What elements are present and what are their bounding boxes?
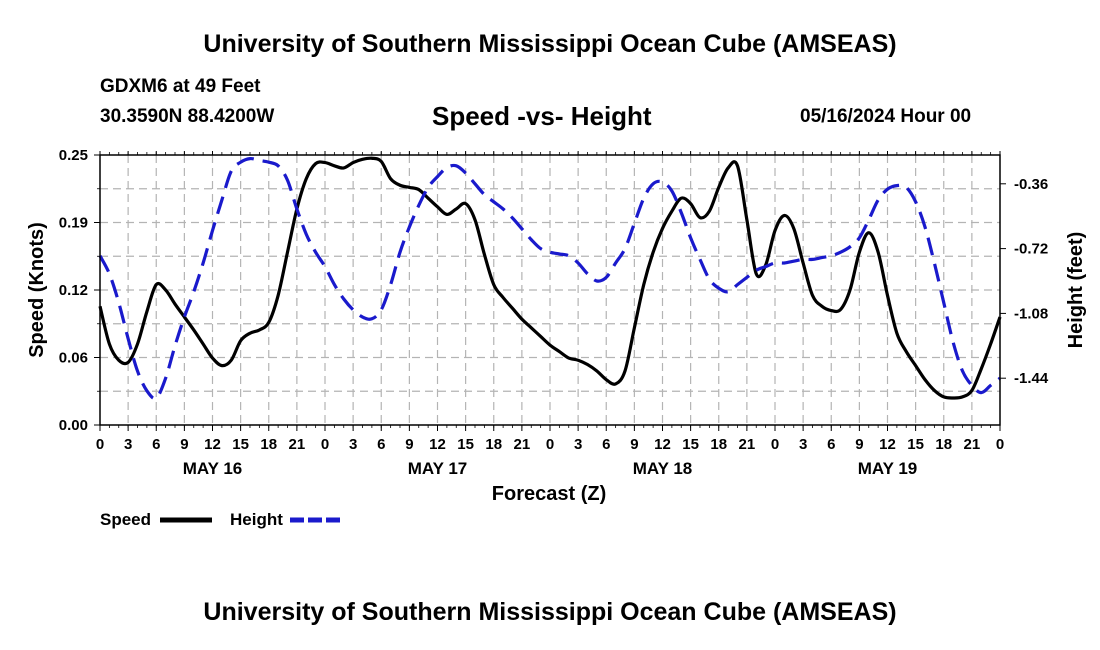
x-tick-label: 6	[152, 436, 160, 453]
x-tick-label: 21	[289, 436, 306, 453]
x-tick-label: 9	[405, 436, 413, 453]
x-tick-label: 6	[602, 436, 610, 453]
x-tick-label: 6	[827, 436, 835, 453]
legend-speed-label: Speed	[100, 510, 151, 529]
x-tick-label: 9	[855, 436, 863, 453]
y-tick-label: 0.12	[59, 282, 88, 299]
x-tick-label: 12	[204, 436, 221, 453]
y2-tick-label: -1.08	[1014, 305, 1048, 322]
x-tick-label: 3	[124, 436, 132, 453]
main-title: University of Southern Mississippi Ocean…	[203, 30, 897, 58]
x-tick-label: 15	[232, 436, 249, 453]
x-tick-label: 18	[260, 436, 277, 453]
series-layer	[98, 156, 1002, 401]
x-tick-label: 9	[630, 436, 638, 453]
y-tick-label: 0.00	[59, 417, 88, 434]
x-tick-label: 9	[180, 436, 188, 453]
x-tick-label: 18	[485, 436, 502, 453]
x-tick-label: 0	[546, 436, 554, 453]
y2-tick-label: -1.44	[1014, 370, 1049, 387]
height-series-line	[98, 156, 1001, 401]
y2-axis-title: Height (feet)	[1065, 232, 1087, 349]
y-tick-label: 0.06	[59, 350, 88, 367]
x-tick-label: 3	[574, 436, 582, 453]
legend: Speed Height	[100, 510, 342, 529]
x-tick-label: 12	[654, 436, 671, 453]
x-tick-label: 12	[429, 436, 446, 453]
y2-tick-label: -0.72	[1014, 241, 1048, 258]
grid	[100, 155, 1000, 425]
legend-height-label: Height	[230, 510, 283, 529]
day-label: MAY 18	[633, 459, 693, 478]
day-label: MAY 19	[858, 459, 918, 478]
axes: 0 3 6 9 12 15 18 21 0 3 6 9 12 15 18 21 0 3 6 9 12 15 18 21 0 3 6 9…	[59, 147, 1049, 478]
x-axis-title: Forecast (Z)	[492, 483, 606, 505]
y-tick-label: 0.19	[59, 215, 88, 232]
x-tick-label: 0	[96, 436, 104, 453]
chart-title: Speed -vs- Height	[432, 101, 652, 131]
x-tick-label: 15	[907, 436, 924, 453]
x-tick-label: 21	[964, 436, 981, 453]
x-tick-label: 0	[996, 436, 1004, 453]
day-label: MAY 17	[408, 459, 468, 478]
x-tick-label: 12	[879, 436, 896, 453]
footer-title: University of Southern Mississippi Ocean…	[203, 598, 897, 626]
x-tick-label: 3	[349, 436, 357, 453]
forecast-date: 05/16/2024 Hour 00	[800, 106, 972, 127]
station-label: GDXM6 at 49 Feet	[100, 76, 261, 97]
y2-tick-label: -0.36	[1014, 176, 1048, 193]
x-tick-label: 0	[771, 436, 779, 453]
x-tick-label: 15	[457, 436, 474, 453]
y-axis-title: Speed (Knots)	[26, 222, 48, 358]
x-tick-label: 6	[377, 436, 385, 453]
x-tick-label: 21	[514, 436, 531, 453]
x-tick-label: 0	[321, 436, 329, 453]
x-tick-label: 18	[935, 436, 952, 453]
x-tick-label: 15	[682, 436, 699, 453]
coordinates-label: 30.3590N 88.4200W	[100, 106, 275, 127]
day-label: MAY 16	[183, 459, 243, 478]
x-tick-label: 21	[739, 436, 756, 453]
y-tick-label: 0.25	[59, 147, 88, 164]
speed-series-line	[98, 156, 1002, 400]
x-tick-label: 18	[710, 436, 727, 453]
x-tick-label: 3	[799, 436, 807, 453]
